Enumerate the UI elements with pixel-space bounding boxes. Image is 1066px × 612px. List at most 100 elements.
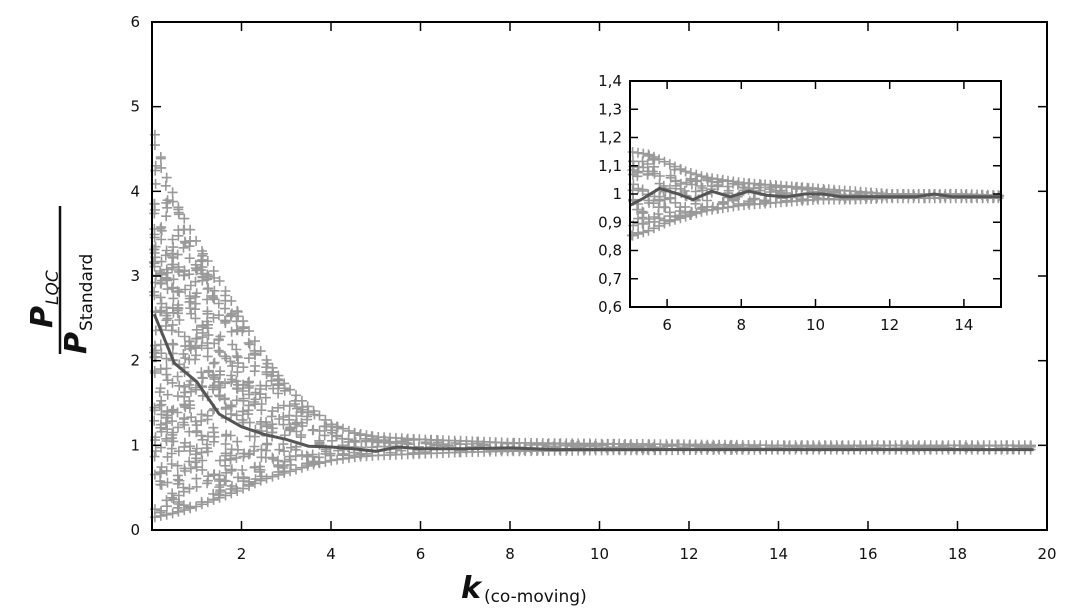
- scatter-point: [255, 419, 266, 429]
- scatter-point: [149, 286, 160, 297]
- scatter-point: [278, 439, 289, 450]
- scatter-point: [232, 383, 243, 394]
- scatter-point: [161, 465, 172, 476]
- scatter-point: [154, 400, 165, 411]
- scatter-point: [219, 315, 230, 326]
- scatter-point: [213, 310, 224, 321]
- scatter-point: [178, 486, 189, 497]
- scatter-point: [255, 475, 266, 486]
- scatter-point: [273, 370, 284, 381]
- scatter-point: [167, 319, 178, 330]
- scatter-point: [202, 256, 213, 266]
- scatter-point: [208, 427, 219, 438]
- svg-text:PLQC: PLQC: [25, 270, 63, 328]
- scatter-point: [361, 430, 372, 441]
- scatter-point: [208, 292, 218, 303]
- scatter-point: [231, 453, 242, 463]
- scatter-point: [350, 437, 361, 447]
- scatter-point: [178, 242, 189, 253]
- scatter-point: [215, 369, 225, 380]
- scatter-point: [208, 266, 219, 276]
- scatter-point: [161, 172, 172, 183]
- scatter-point: [208, 372, 219, 383]
- scatter-point: [647, 166, 658, 177]
- scatter-point: [320, 456, 331, 467]
- scatter-point: [172, 407, 183, 418]
- scatter-point: [155, 476, 166, 487]
- scatter-point: [664, 159, 675, 170]
- scatter-point: [675, 213, 686, 224]
- scatter-point: [213, 334, 224, 345]
- scatter-point: [179, 505, 190, 516]
- scatter-point: [248, 446, 259, 456]
- scatter-point: [249, 478, 260, 489]
- scatter-point: [186, 412, 197, 423]
- y-tick-label: 1,1: [598, 157, 622, 175]
- scatter-point: [643, 149, 654, 160]
- scatter-point: [225, 430, 236, 441]
- scatter-point: [178, 349, 189, 359]
- scatter-point: [296, 395, 307, 406]
- y-tick-label: 2: [130, 352, 140, 370]
- scatter-point: [190, 263, 201, 274]
- scatter-point: [670, 214, 680, 225]
- y-axis-label-denominator: P: [59, 332, 94, 354]
- scatter-point: [184, 253, 195, 264]
- scatter-point: [326, 419, 337, 430]
- scatter-point: [675, 164, 686, 174]
- scatter-point: [213, 376, 224, 387]
- scatter-point: [743, 198, 754, 209]
- x-tick-label: 8: [505, 545, 515, 563]
- scatter-point: [273, 388, 284, 399]
- scatter-point: [249, 366, 260, 377]
- scatter-point: [308, 459, 319, 470]
- scatter-point: [214, 390, 224, 401]
- scatter-point: [213, 298, 224, 309]
- scatter-point: [162, 389, 173, 400]
- scatter-point: [332, 421, 343, 432]
- scatter-point: [190, 298, 201, 309]
- inset-line-series: [629, 186, 1001, 207]
- scatter-point: [232, 444, 243, 455]
- scatter-point: [244, 389, 255, 400]
- y-tick-label: 0,7: [598, 270, 622, 288]
- y-axis-label-denominator-sub: Standard: [77, 254, 97, 331]
- scatter-point: [160, 321, 171, 331]
- scatter-point: [174, 287, 185, 298]
- scatter-point: [166, 325, 177, 336]
- scatter-point: [191, 473, 202, 484]
- x-tick-label: 16: [858, 545, 877, 563]
- scatter-point: [262, 438, 273, 449]
- scatter-point: [220, 351, 230, 362]
- scatter-point: [243, 449, 254, 460]
- scatter-point: [162, 284, 173, 295]
- scatter-point: [220, 378, 230, 389]
- scatter-point: [161, 245, 172, 256]
- scatter-point: [191, 324, 202, 335]
- scatter-point: [191, 462, 202, 473]
- scatter-point: [220, 490, 231, 501]
- scatter-point: [162, 267, 173, 278]
- scatter-point: [208, 358, 219, 369]
- y-tick-label: 1,4: [598, 72, 622, 90]
- scatter-point: [203, 330, 214, 341]
- scatter-point: [167, 234, 178, 245]
- scatter-point: [225, 309, 236, 320]
- scatter-point: [284, 400, 295, 411]
- scatter-point: [161, 353, 172, 364]
- scatter-point: [238, 316, 249, 327]
- scatter-point: [659, 156, 670, 167]
- scatter-point: [156, 348, 167, 359]
- scatter-point: [238, 451, 249, 462]
- scatter-point: [273, 455, 283, 466]
- scatter-point: [168, 274, 179, 285]
- scatter-point: [285, 384, 296, 395]
- scatter-point: [256, 405, 267, 416]
- scatter-point: [664, 207, 675, 218]
- x-tick-label: 6: [416, 545, 426, 563]
- scatter-point: [173, 474, 183, 485]
- scatter-point: [156, 395, 167, 406]
- y-tick-label: 0: [130, 521, 140, 539]
- scatter-point: [314, 410, 325, 421]
